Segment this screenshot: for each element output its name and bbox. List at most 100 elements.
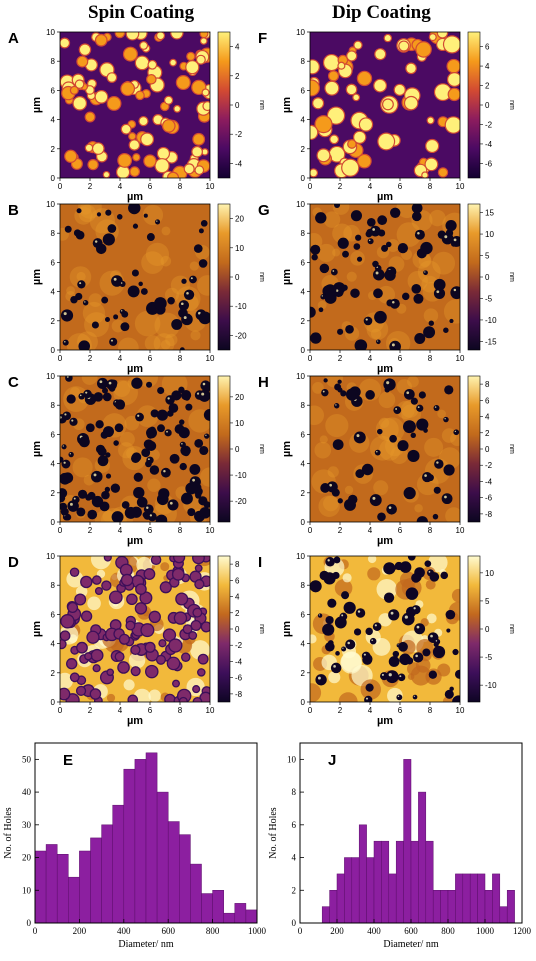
island — [126, 32, 139, 40]
hole — [354, 339, 368, 350]
panel-letter-d: D — [8, 554, 19, 571]
x-tick-label: 10 — [456, 354, 465, 363]
hole — [381, 244, 389, 252]
hole — [167, 657, 180, 669]
hole — [167, 296, 175, 305]
afm-texture — [199, 467, 210, 487]
hole — [355, 234, 362, 241]
hole — [169, 453, 180, 464]
hole — [453, 429, 460, 436]
hole-highlight — [64, 340, 66, 343]
y-tick-label: 6 — [301, 610, 306, 619]
hole — [182, 653, 190, 661]
afm-texture — [94, 509, 117, 522]
island — [129, 140, 139, 150]
afm-frame — [309, 555, 461, 703]
afm-texture — [82, 301, 106, 325]
hole-highlight — [376, 450, 378, 453]
colorbar — [217, 31, 231, 179]
hole-highlight — [415, 654, 418, 658]
hole — [450, 241, 457, 247]
island — [354, 41, 362, 49]
hole — [390, 207, 401, 218]
y-axis-label: µm — [281, 441, 293, 457]
afm-panel-d: D 0 0 2 2 4 4 6 6 8 8 10 10 µm µm 8 6 4 2 0 -2 -4 -6 -8 nm — [8, 552, 268, 727]
hole — [113, 440, 119, 446]
hole-highlight — [110, 339, 113, 342]
histogram-e: 0 200 400 600 800 1000 0 10 20 30 40 50 Diameter/ nm… — [0, 735, 270, 955]
panel-letter-f: F — [258, 30, 268, 47]
hole-highlight — [436, 461, 439, 464]
hole — [200, 219, 208, 227]
island — [347, 51, 357, 61]
island — [192, 147, 202, 157]
hole-highlight — [434, 406, 437, 408]
colorbar-tick-label: 10 — [235, 419, 244, 428]
hole-highlight — [406, 391, 410, 395]
afm-texture — [63, 386, 90, 412]
x-tick-label: 0 — [58, 706, 63, 715]
hole-highlight — [444, 235, 448, 239]
afm-texture — [424, 437, 444, 457]
colorbar — [467, 31, 481, 179]
hole-highlight — [318, 614, 320, 616]
afm-frame — [309, 31, 461, 179]
island — [85, 144, 93, 152]
hole — [199, 655, 208, 664]
hole — [332, 439, 344, 451]
hole — [325, 641, 335, 652]
hole — [321, 388, 329, 397]
afm-frame — [59, 31, 211, 179]
island — [157, 148, 169, 159]
colorbar — [217, 555, 231, 703]
y-tick-label: 30 — [22, 820, 32, 830]
colorbar-tick-label: -10 — [235, 471, 247, 480]
y-tick-label: 8 — [301, 401, 306, 410]
hole — [411, 204, 423, 214]
afm-texture — [190, 330, 201, 341]
afm-texture — [189, 261, 199, 271]
hole-highlight — [386, 381, 390, 385]
hole — [168, 403, 179, 413]
x-tick-label: 1000 — [476, 926, 495, 936]
histogram-bar — [425, 840, 434, 924]
afm-texture — [377, 285, 396, 304]
histogram-bar — [245, 909, 258, 924]
hole — [416, 248, 427, 259]
hole — [327, 598, 337, 608]
colorbar — [467, 555, 481, 703]
hole-highlight — [113, 277, 117, 281]
hole — [146, 666, 158, 678]
hole — [60, 309, 74, 322]
hole — [127, 594, 137, 604]
x-tick-label: 6 — [398, 182, 403, 191]
panel-letter-c: C — [8, 374, 19, 391]
island — [187, 52, 195, 60]
island — [85, 112, 95, 122]
afm-texture — [334, 579, 353, 597]
island — [71, 87, 78, 94]
afm-texture — [118, 337, 139, 350]
y-tick-label: 6 — [51, 610, 56, 619]
afm-texture — [370, 328, 382, 340]
hole — [424, 560, 432, 568]
colorbar — [217, 203, 231, 351]
hole — [204, 433, 210, 439]
hole — [365, 627, 373, 636]
afm-texture — [451, 588, 460, 603]
y-tick-label: 6 — [301, 258, 306, 267]
island — [416, 42, 431, 57]
x-tick-label: 10 — [206, 354, 215, 363]
hole — [61, 459, 71, 469]
afm-texture — [378, 391, 396, 409]
island — [129, 133, 136, 140]
hole — [120, 635, 129, 644]
hole-highlight — [372, 228, 376, 231]
hole-highlight — [381, 673, 384, 676]
hole — [143, 213, 148, 218]
hole — [443, 464, 455, 476]
hole — [315, 674, 327, 686]
afm-texture — [338, 692, 358, 702]
x-tick-label: 6 — [148, 182, 153, 191]
